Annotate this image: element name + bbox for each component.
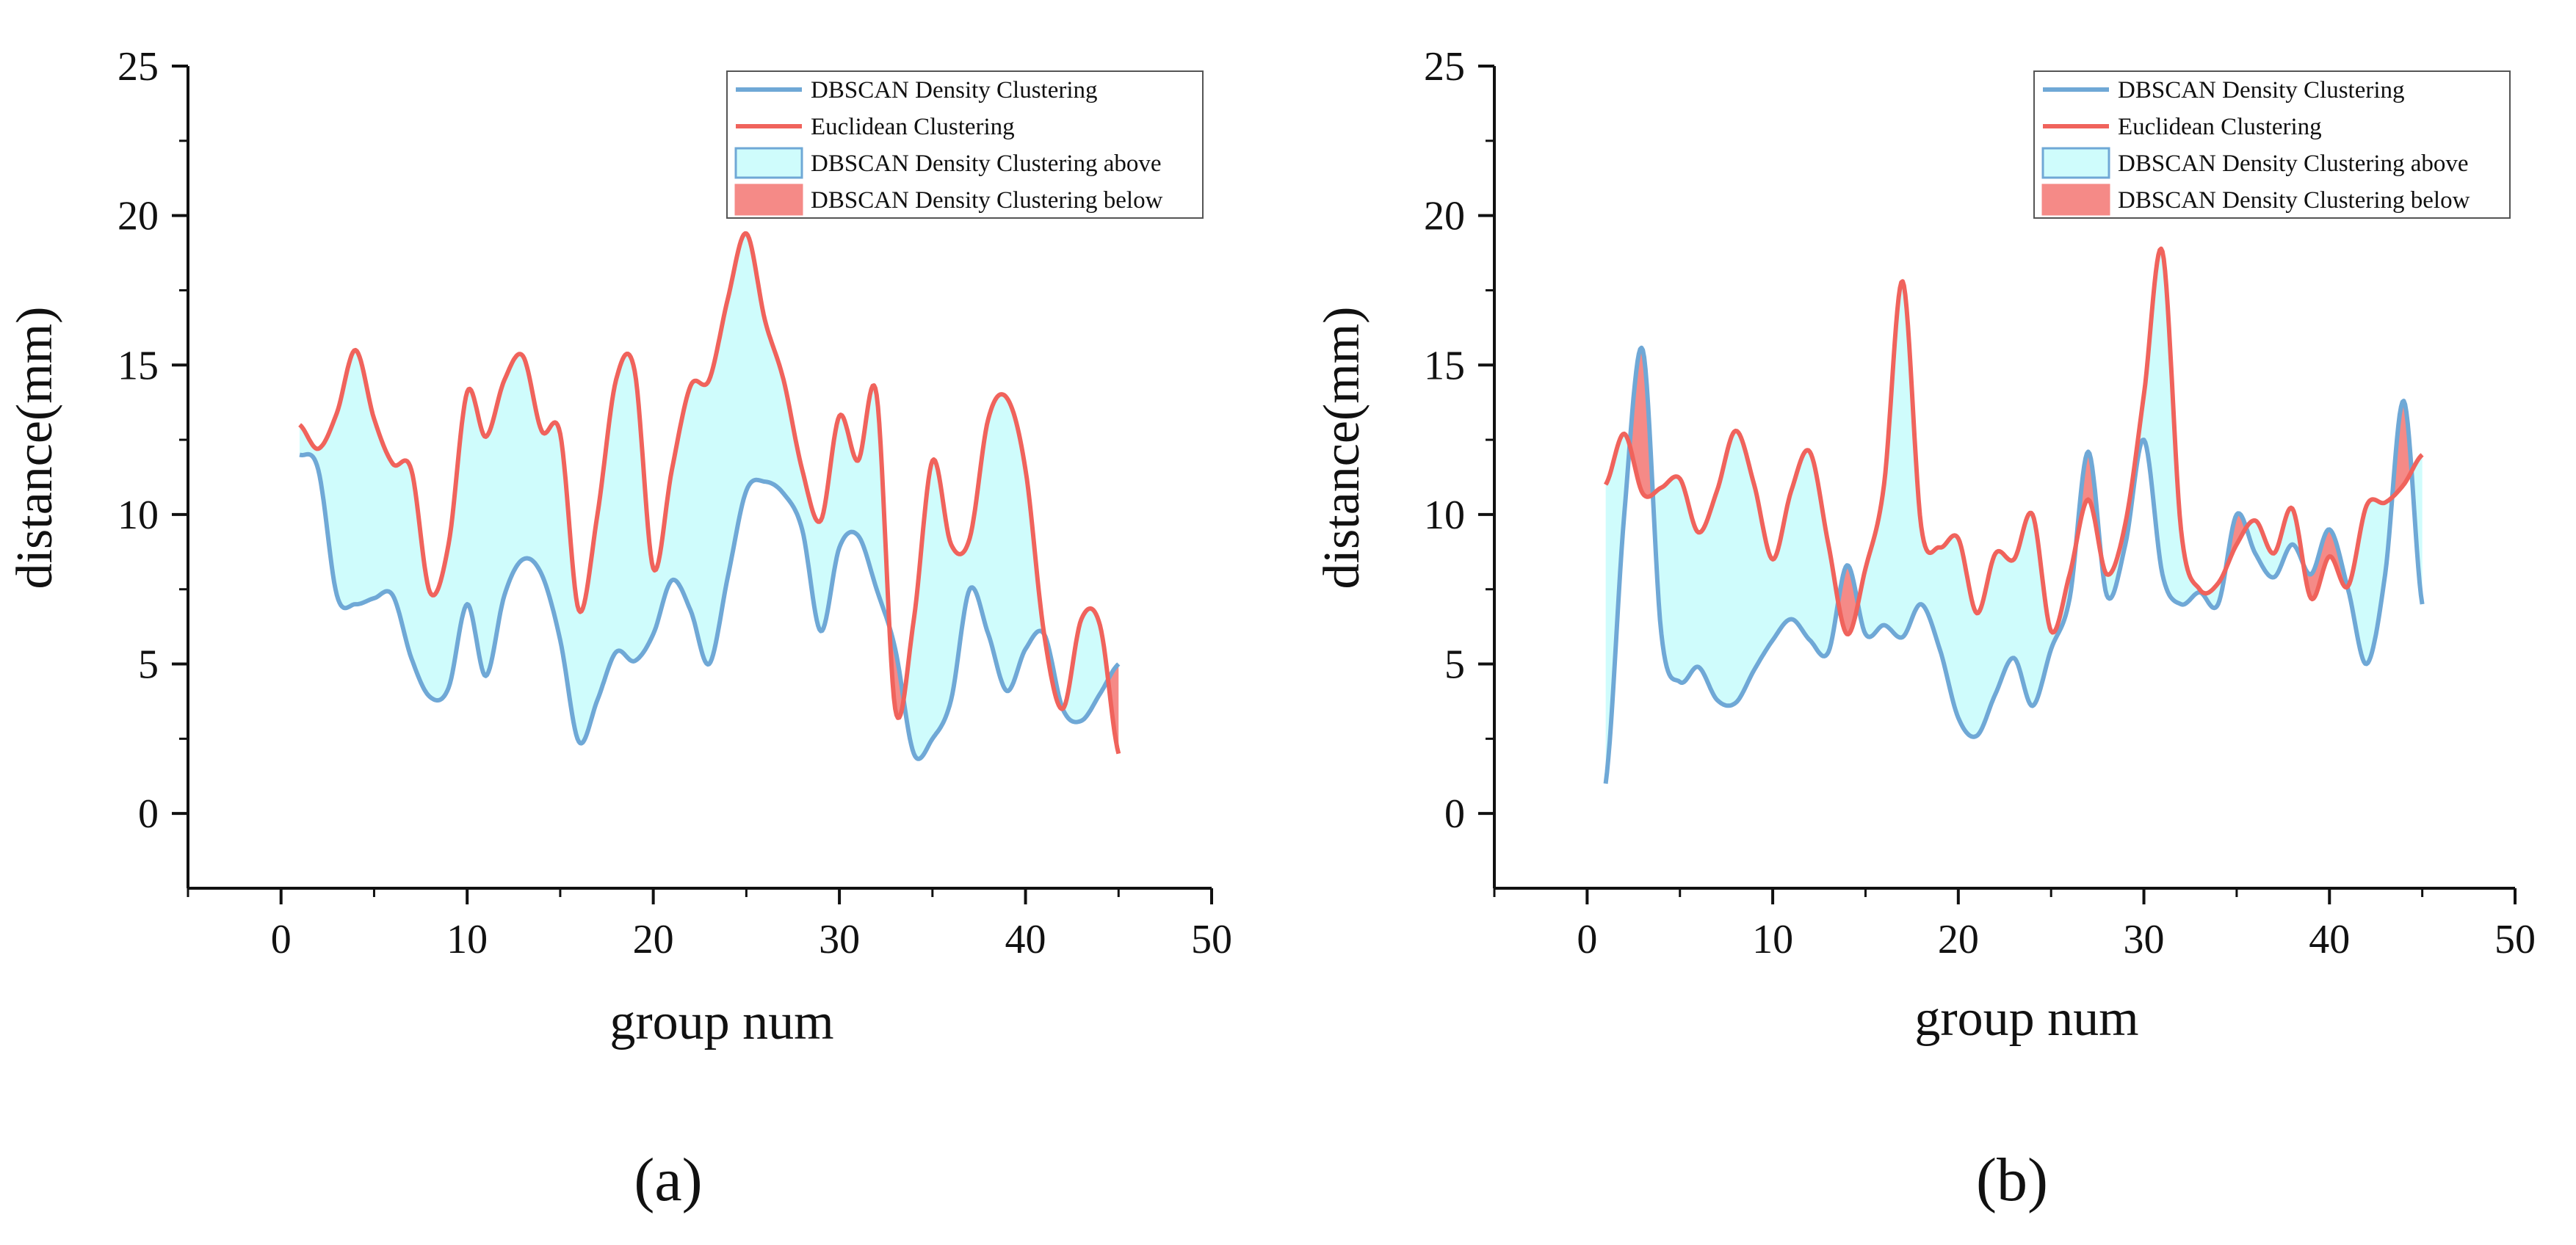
y-tick-label: 15	[117, 343, 159, 388]
panel-label: (a)	[634, 1146, 702, 1214]
y-tick-label: 0	[138, 791, 159, 837]
y-axis-title: distance(mm)	[7, 307, 63, 589]
panel-label: (b)	[1976, 1146, 2048, 1214]
y-axis-title: distance(mm)	[1314, 307, 1370, 589]
fill-above-region	[2101, 248, 2225, 609]
x-tick-label: 40	[1005, 917, 1046, 962]
difference-fill-group	[1605, 248, 2423, 784]
legend-swatch-fill	[734, 147, 803, 179]
x-tick-label: 50	[1191, 917, 1232, 962]
legend-box	[2033, 70, 2511, 219]
chart-panel-b: 0 10 20 30 40 50 0 5 10 15 20 25 group num distance(m…	[1314, 44, 2536, 1214]
legend-entry: DBSCAN Density Clustering above	[2118, 150, 2469, 177]
x-tick-label: 10	[446, 917, 488, 962]
fill-below-region	[889, 628, 903, 718]
legend-swatch-fill	[2041, 184, 2110, 216]
y-tick-label: 15	[1424, 343, 1465, 388]
y-tick-label: 25	[1424, 44, 1465, 90]
x-tick-label: 20	[633, 917, 674, 962]
series-line-dbscan	[298, 451, 1121, 761]
series-line-euclidean	[1603, 246, 2424, 636]
x-tick-label: 50	[2494, 917, 2536, 962]
y-tick-label: 10	[1424, 493, 1465, 538]
y-tick-label: 10	[117, 493, 159, 538]
legend: DBSCAN Density Clustering Euclidean Clust…	[726, 70, 1204, 219]
fill-above-region	[300, 233, 889, 744]
series-line-euclidean	[298, 231, 1121, 755]
y-tick-label: 0	[1444, 791, 1465, 837]
legend-entry: DBSCAN Density Clustering	[2118, 77, 2405, 104]
legend-box	[726, 70, 1204, 219]
x-axis-title: group num	[609, 994, 833, 1050]
x-tick-label: 30	[2124, 917, 2165, 962]
x-tick-label: 10	[1752, 917, 1793, 962]
legend-entry: Euclidean Clustering	[2118, 114, 2322, 140]
y-tick-label: 5	[1444, 642, 1465, 688]
x-axis-title: group num	[1914, 990, 2138, 1047]
x-tick-label: 0	[271, 917, 292, 962]
legend: DBSCAN Density Clustering Euclidean Clust…	[2033, 70, 2511, 219]
chart-panel-a: 0 10 20 30 40 50 0 5 10 15 20 25 group num distance(m…	[7, 44, 1232, 1214]
x-tick-label: 20	[1938, 917, 1979, 962]
series-line-dbscan	[1603, 345, 2425, 784]
fill-above-region	[1859, 281, 2075, 737]
legend-entry: Euclidean Clustering	[811, 114, 1015, 140]
legend-swatch-fill	[734, 184, 803, 216]
x-tick-label: 0	[1577, 917, 1597, 962]
legend-entry: DBSCAN Density Clustering below	[2118, 187, 2470, 214]
y-tick-label: 25	[117, 44, 159, 90]
y-tick-label: 20	[1424, 194, 1465, 239]
fill-above-region	[1063, 608, 1108, 722]
y-tick-label: 20	[117, 194, 159, 239]
fill-above-region	[1653, 430, 1838, 706]
x-tick-label: 40	[2309, 917, 2350, 962]
legend-entry: DBSCAN Density Clustering above	[811, 150, 1162, 177]
legend-entry: DBSCAN Density Clustering below	[811, 187, 1163, 214]
legend-swatch-fill	[2041, 147, 2110, 179]
y-tick-label: 5	[138, 642, 159, 688]
legend-entry: DBSCAN Density Clustering	[811, 77, 1098, 104]
difference-fill-group	[300, 233, 1119, 759]
x-tick-label: 30	[819, 917, 860, 962]
